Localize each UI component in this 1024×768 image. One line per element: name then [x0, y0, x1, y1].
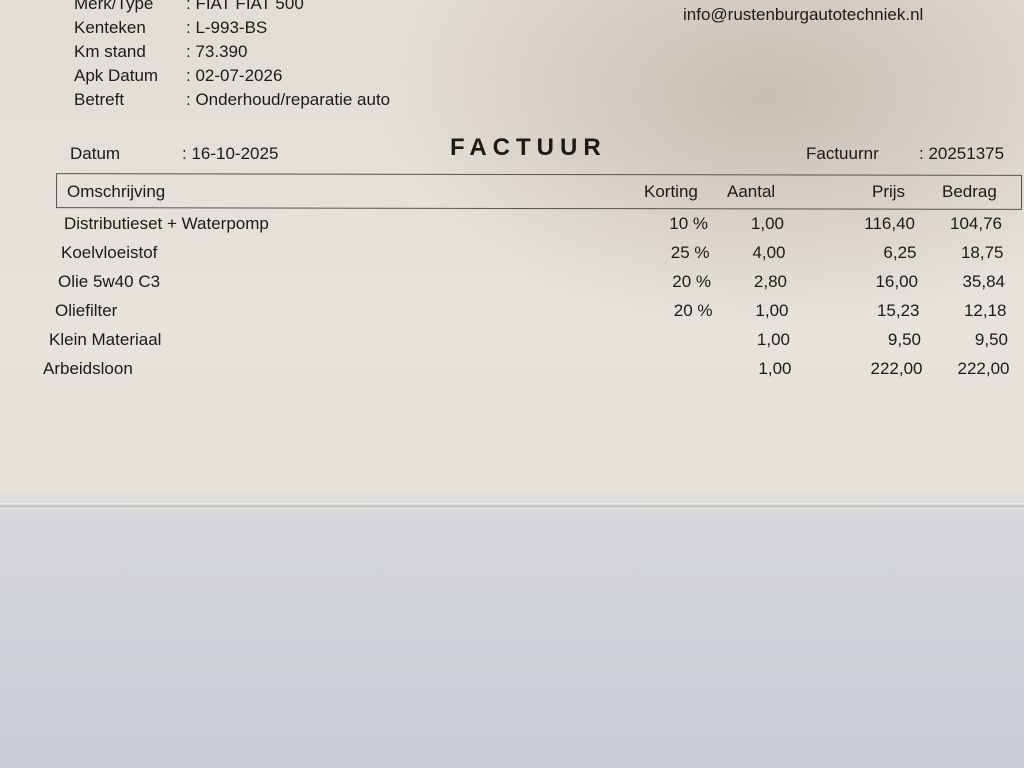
- vehicle-value: : 02-07-2026: [186, 66, 283, 85]
- vehicle-value: : Onderhoud/reparatie auto: [186, 90, 391, 109]
- vehicle-label: Betreft: [74, 90, 125, 109]
- vehicle-label: Km stand: [74, 42, 146, 61]
- row-description: Distributieset + Waterpomp: [64, 214, 269, 233]
- row-prijs: 116,40: [864, 214, 915, 233]
- row-aantal: 1,00: [755, 301, 789, 320]
- row-aantal: 4,00: [752, 243, 786, 262]
- factuurnr-value: : 20251375: [919, 144, 1005, 163]
- vehicle-value: : 73.390: [186, 42, 248, 61]
- row-description: Koelvloeistof: [61, 243, 158, 262]
- row-bedrag: 104,76: [950, 214, 1002, 233]
- row-description: Arbeidsloon: [43, 359, 133, 378]
- row-aantal: 2,80: [753, 272, 787, 291]
- vehicle-value: : L-993-BS: [186, 18, 268, 37]
- row-aantal: 1,00: [758, 359, 792, 378]
- row-bedrag: 18,75: [960, 243, 1004, 262]
- row-bedrag: 12,18: [963, 301, 1007, 320]
- row-description: Klein Materiaal: [49, 330, 162, 349]
- vehicle-label: Apk Datum: [74, 66, 159, 85]
- vehicle-label: Kenteken: [74, 18, 146, 37]
- row-prijs: 222,00: [870, 359, 923, 378]
- row-aantal: 1,00: [756, 330, 790, 349]
- vehicle-label: Merk/Type: [74, 0, 154, 13]
- row-bedrag: 35,84: [962, 272, 1005, 291]
- col-bedrag: Bedrag: [942, 182, 997, 201]
- row-prijs: 9,50: [887, 330, 921, 349]
- row-korting: 20 %: [673, 301, 713, 320]
- row-aantal: 1,00: [750, 214, 784, 233]
- row-description: Olie 5w40 C3: [58, 272, 161, 291]
- factuurnr-label: Factuurnr: [806, 144, 879, 163]
- row-korting: 25 %: [670, 243, 710, 262]
- col-aantal: Aantal: [727, 182, 776, 201]
- col-prijs: Prijs: [872, 182, 906, 201]
- row-bedrag: 9,50: [974, 330, 1008, 349]
- row-prijs: 6,25: [883, 243, 917, 262]
- row-prijs: 15,23: [876, 301, 920, 320]
- invoice-title: FACTUUR: [450, 134, 607, 161]
- datum-label: Datum: [70, 144, 121, 163]
- row-korting: 10 %: [669, 214, 708, 233]
- vehicle-value: : FIAT FIAT 500: [186, 0, 304, 13]
- email: info@rustenburgautotechniek.nl: [683, 5, 924, 24]
- col-omschrijving: Omschrijving: [67, 182, 166, 201]
- paper-fold: [0, 503, 1024, 507]
- col-korting: Korting: [644, 182, 698, 201]
- row-korting: 20 %: [672, 272, 711, 291]
- row-bedrag: 222,00: [957, 359, 1010, 378]
- datum-value: : 16-10-2025: [182, 144, 279, 163]
- row-description: Oliefilter: [55, 301, 118, 320]
- row-prijs: 16,00: [875, 272, 918, 291]
